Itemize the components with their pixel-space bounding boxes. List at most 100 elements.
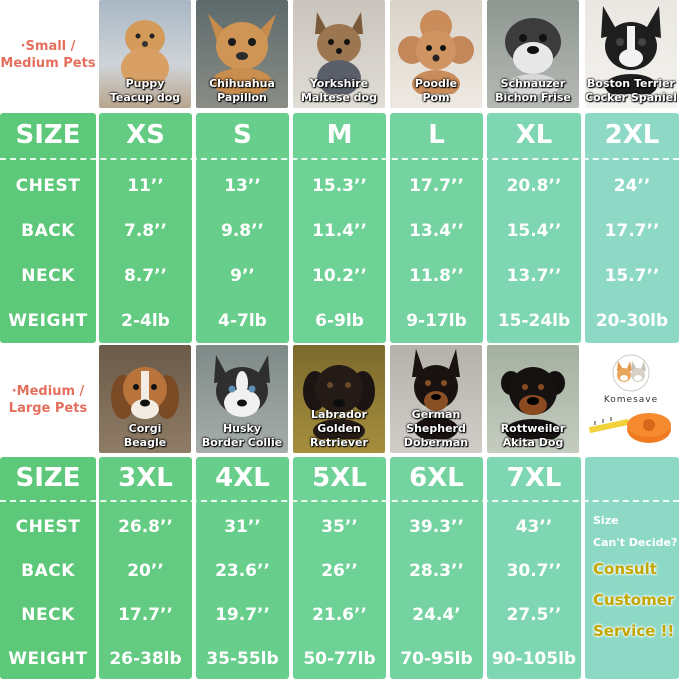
row-label-neck: NECK	[21, 265, 75, 286]
rottweiler-photo: Rottweiler Akita Dog	[487, 345, 579, 453]
measurement-cell: 15.3’’	[312, 175, 367, 196]
measurement-cell: 28.3’’	[409, 561, 464, 581]
measurement-cell: 15-24lb	[497, 310, 571, 331]
header-divider	[0, 158, 679, 160]
measurement-cell: 21.6’’	[312, 605, 367, 625]
consult-line5: Service !!	[593, 621, 675, 640]
measurement-cell: 35-55lb	[206, 649, 279, 669]
measurement-cell: 26-38lb	[109, 649, 182, 669]
size-column	[99, 113, 192, 343]
small-medium-breeds-row: ·Small / Medium Pets Puppy Teacup dog Chi…	[0, 0, 679, 110]
size-header-2xl: 2XL	[604, 120, 660, 150]
brand-name: Komesave	[603, 395, 659, 405]
measurement-cell: 17.7’’	[118, 605, 173, 625]
doberman-photo: German Shepherd Doberman	[390, 345, 482, 453]
husky-photo: Husky Border Collie	[196, 345, 288, 453]
tape-measure-icon	[588, 413, 671, 443]
measurement-cell: 20-30lb	[595, 310, 669, 331]
size-column	[487, 457, 581, 679]
measurement-cell: 26’’	[321, 561, 358, 581]
measurement-cell: 39.3’’	[409, 517, 464, 537]
boston-terrier-photo: Boston Terrier Cocker Spaniel	[585, 0, 677, 108]
measurement-cell: 70-95lb	[400, 649, 473, 669]
brand-logo-box: Komesave	[585, 345, 677, 453]
measurement-cell: 11.4’’	[312, 220, 367, 241]
measurement-cell: 17.7’’	[409, 175, 464, 196]
measurement-cell: 11.8’’	[409, 265, 464, 286]
measurement-cell: 8.7’’	[123, 265, 168, 286]
size-header-7xl: 7XL	[506, 463, 562, 493]
measurement-cell: 17.7’’	[604, 220, 660, 241]
size-header-6xl: 6XL	[409, 463, 464, 493]
measurement-cell: 35’’	[321, 517, 358, 537]
yorkshire-photo: Yorkshire Maltese dog	[293, 0, 385, 108]
size-header-xl: XL	[515, 120, 553, 150]
size-table-small-medium: SIZE XS S M L XL 2XL CHEST 11’’ 13’’ 15.3’’ 17.7’’ 2…	[0, 113, 679, 343]
size-column	[390, 457, 483, 679]
beagle-photo: Corgi Beagle	[99, 345, 191, 453]
label-line-1: ·Small /	[20, 39, 76, 54]
header-divider	[0, 500, 679, 502]
measurement-cell: 15.7’’	[604, 265, 660, 286]
size-column	[196, 113, 289, 343]
poodle-photo: Poodle Pom	[390, 0, 482, 108]
consult-line2: Can't Decide?	[593, 535, 678, 549]
measurement-cell: 6-9lb	[315, 310, 364, 331]
label-column	[0, 113, 96, 343]
measurement-cell: 9.8’’	[220, 220, 265, 241]
medium-large-pets-label: ·Medium / Large Pets	[0, 345, 96, 455]
size-header-s: S	[233, 120, 252, 150]
label-line-1: ·Medium /	[11, 384, 85, 399]
size-column	[585, 457, 679, 679]
puppy-photo: Puppy Teacup dog	[99, 0, 191, 108]
measurement-cell: 43’’	[515, 517, 553, 537]
size-header-label: SIZE	[15, 463, 81, 493]
size-table-medium-large: SIZE 3XL 4XL 5XL 6XL 7XL CHEST 26.8’’ 31’’ 35’’ 39…	[0, 457, 679, 679]
measurement-cell: 9’’	[230, 265, 255, 286]
medium-large-breeds-row: ·Medium / Large Pets Corgi Beagle Husky Bo…	[0, 345, 679, 455]
chihuahua-photo: Chihuahua Papillon	[196, 0, 288, 108]
measurement-cell: 2-4lb	[121, 310, 170, 331]
measurement-cell: 19.7’’	[215, 605, 270, 625]
corgi-logo-icon	[612, 354, 650, 392]
schnauzer-photo: Schnauzer Bichon Frise	[487, 0, 579, 108]
row-label-chest: CHEST	[15, 175, 81, 196]
labrador-photo: Labrador Golden Retriever	[293, 345, 385, 453]
label-column	[0, 457, 96, 679]
label-line-2: Large Pets	[8, 401, 88, 416]
measurement-cell: 90-105lb	[491, 649, 577, 669]
measurement-cell: 24’’	[613, 175, 651, 196]
measurement-cell: 7.8’’	[123, 220, 168, 241]
row-label-weight: WEIGHT	[8, 310, 88, 331]
measurement-cell: 13.7’’	[506, 265, 562, 286]
size-header-3xl: 3XL	[118, 463, 173, 493]
measurement-cell: 9-17lb	[406, 310, 467, 331]
row-label-back: BACK	[21, 561, 75, 581]
small-medium-pets-label: ·Small / Medium Pets	[0, 0, 96, 110]
consult-line4: Customer	[593, 590, 675, 609]
size-column	[293, 457, 386, 679]
row-label-back: BACK	[21, 220, 75, 241]
measurement-cell: 23.6’’	[215, 561, 270, 581]
measurement-cell: 30.7’’	[506, 561, 562, 581]
size-column	[390, 113, 483, 343]
measurement-cell: 10.2’’	[312, 265, 367, 286]
measurement-cell: 50-77lb	[303, 649, 376, 669]
row-label-neck: NECK	[21, 605, 75, 625]
consult-line3: Consult	[593, 559, 657, 578]
row-label-weight: WEIGHT	[8, 649, 88, 669]
measurement-cell: 20’’	[127, 561, 164, 581]
row-label-chest: CHEST	[15, 517, 81, 537]
size-column	[585, 113, 679, 343]
measurement-cell: 13’’	[224, 175, 261, 196]
measurement-cell: 31’’	[224, 517, 261, 537]
measurement-cell: 11’’	[127, 175, 164, 196]
size-header-4xl: 4XL	[215, 463, 270, 493]
size-header-m: M	[326, 120, 353, 150]
measurement-cell: 13.4’’	[409, 220, 464, 241]
size-header-label: SIZE	[15, 120, 81, 150]
size-header-5xl: 5XL	[312, 463, 367, 493]
size-column	[196, 457, 289, 679]
measurement-cell: 4-7lb	[218, 310, 267, 331]
measurement-cell: 26.8’’	[118, 517, 173, 537]
